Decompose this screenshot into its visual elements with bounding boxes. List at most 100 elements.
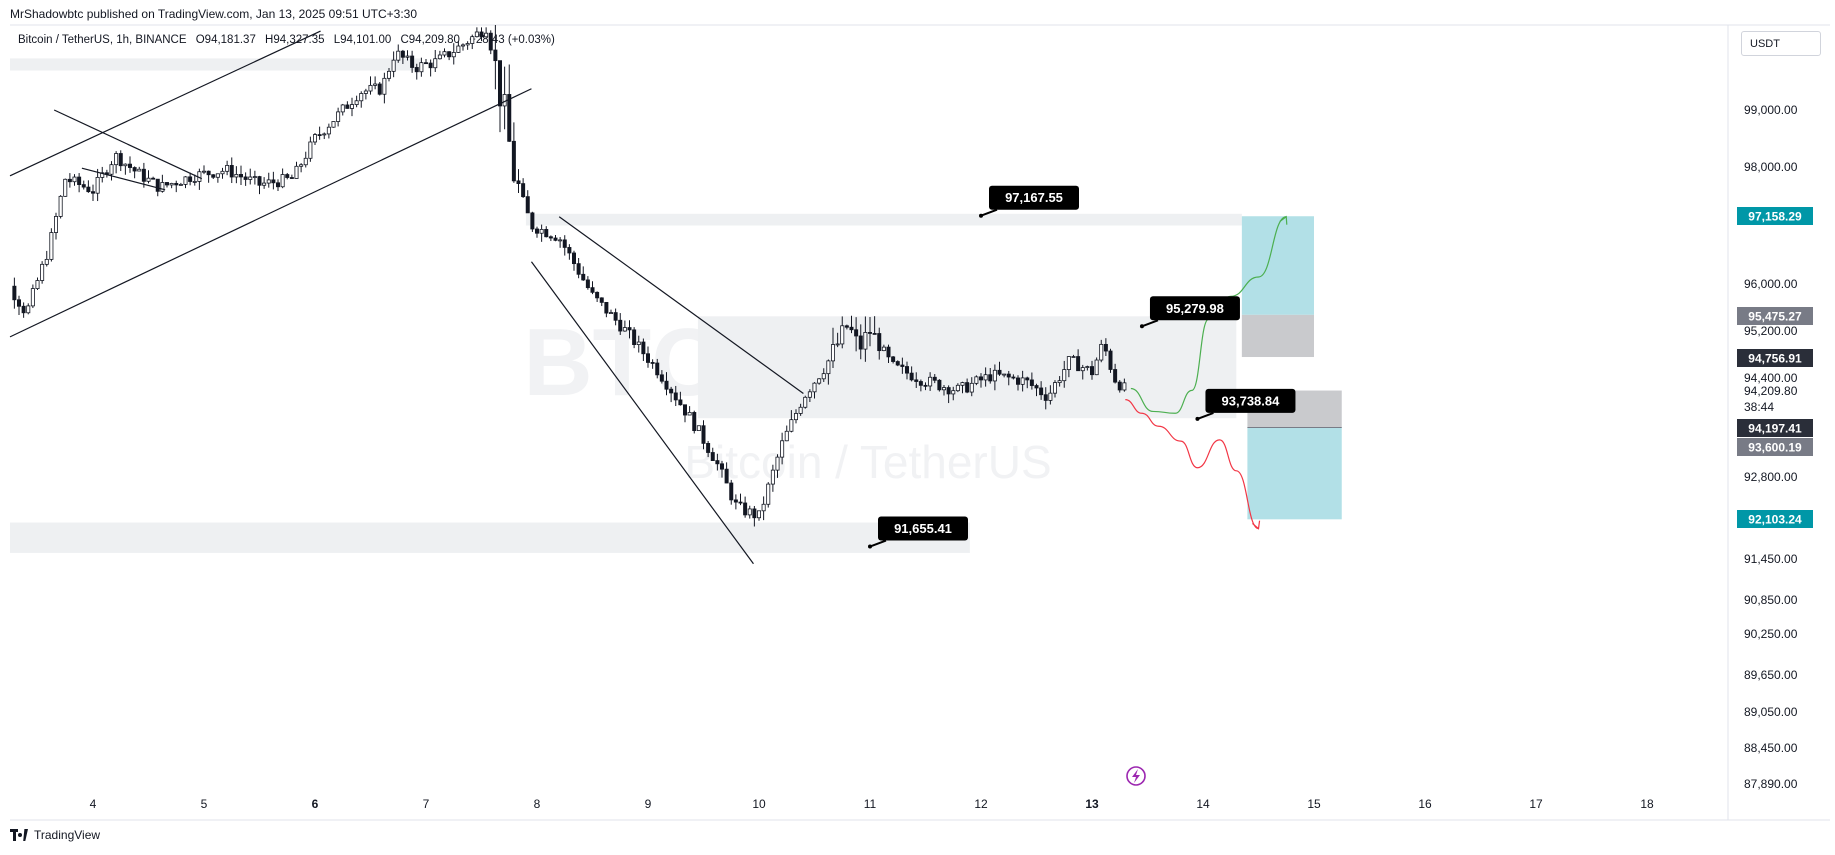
time-tick-label: 17	[1529, 797, 1543, 811]
time-tick-label: 5	[201, 797, 208, 811]
candle-body	[641, 341, 646, 355]
trendline-3[interactable]	[81, 167, 166, 191]
lightning-icon[interactable]	[1126, 766, 1146, 786]
candle-body	[137, 168, 142, 172]
candle-body	[831, 344, 836, 362]
candle-body	[91, 191, 96, 194]
candle-body	[340, 104, 345, 113]
candle-body	[368, 84, 373, 92]
candle-body	[183, 176, 188, 185]
callout-box[interactable]	[1205, 388, 1296, 413]
trendline-2[interactable]	[53, 109, 203, 180]
candle-body	[655, 362, 660, 376]
candle-body	[1011, 376, 1016, 379]
candle-body	[585, 279, 590, 289]
candle-body	[174, 182, 179, 186]
callout-box[interactable]	[989, 185, 1079, 210]
candle-body	[724, 468, 729, 484]
candle-body	[743, 502, 748, 516]
candle-body	[1103, 343, 1108, 352]
trendline-0[interactable]	[9, 30, 321, 177]
price-axis[interactable]: 99,000.00 98,000.00 96,000.00 95,200.00 94,4…	[1744, 103, 1798, 791]
candle-body	[151, 177, 156, 180]
candle-body	[40, 263, 45, 281]
price-tick-label: 89,650.00	[1744, 668, 1798, 682]
callout-anchor	[979, 213, 983, 218]
candle-body	[835, 343, 840, 346]
candle-body	[886, 346, 891, 358]
candle-body	[1080, 367, 1085, 372]
candle-body	[1025, 377, 1030, 381]
candle-body	[447, 51, 452, 58]
level-band-1	[525, 213, 1242, 226]
trendline-5[interactable]	[530, 261, 754, 565]
trendline-1[interactable]	[9, 88, 532, 338]
candle-body	[400, 50, 405, 58]
candle-body	[118, 153, 123, 167]
price-tick-label: 89,050.00	[1744, 705, 1798, 719]
candle-body	[1016, 377, 1021, 385]
candle-body	[794, 413, 799, 421]
candle-body	[63, 178, 68, 197]
candle-body	[789, 419, 794, 432]
candle-body	[604, 301, 609, 314]
tradingview-brand[interactable]: TradingView	[10, 828, 100, 842]
trendline-4[interactable]	[558, 216, 804, 394]
time-axis[interactable]: 4 5 6 7 8 9 10 11 12 13 14 15 16 17 18	[90, 797, 1654, 811]
candle-body	[243, 176, 248, 180]
candle-body	[275, 182, 280, 188]
price-tick-label: 91,450.00	[1744, 552, 1798, 566]
time-tick-label: 11	[864, 797, 877, 811]
candle-body	[553, 237, 558, 241]
candle-body	[312, 134, 317, 143]
candle-body	[548, 236, 553, 239]
candle-body	[86, 186, 91, 193]
candle-body	[599, 297, 604, 303]
candle-body	[215, 173, 220, 178]
price-scale-badge	[1737, 438, 1813, 456]
candle-body	[752, 508, 757, 519]
legend-symbol[interactable]: Bitcoin / TetherUS, 1h, BINANCE	[18, 34, 187, 46]
candle-body	[49, 232, 54, 260]
candle-body	[780, 440, 785, 458]
price-scale-badge-label: 94,756.91	[1748, 352, 1802, 366]
candle-body	[354, 100, 359, 105]
trendlines[interactable]	[9, 30, 804, 565]
candle-body	[1122, 382, 1127, 391]
candle-body	[1094, 359, 1099, 376]
candle-body	[35, 280, 40, 289]
price-callouts[interactable]: 97,167.55 95,279.98 93,738.84 91,655.41	[868, 185, 1296, 549]
candle-body	[349, 104, 354, 109]
callout-pointer	[1197, 411, 1214, 420]
time-tick-label: 7	[423, 797, 430, 811]
candle-body	[590, 287, 595, 293]
candle-body	[738, 501, 743, 504]
callout-anchor	[1139, 324, 1144, 329]
candle-body	[567, 247, 572, 254]
candle-body	[715, 460, 720, 465]
callout-box[interactable]	[878, 516, 968, 541]
candle-body	[299, 164, 304, 167]
price-scale-badge-label: 95,475.27	[1748, 310, 1802, 324]
short-target-zone	[1247, 427, 1342, 520]
callout-box[interactable]	[1149, 296, 1240, 321]
candle-body	[983, 374, 988, 381]
candle-body	[132, 167, 137, 172]
candle-body	[595, 291, 600, 299]
candle-body	[188, 176, 193, 182]
time-tick-label: 16	[1418, 797, 1432, 811]
callout-label: 93,738.84	[1222, 393, 1281, 408]
candle-body	[127, 163, 132, 168]
legend-high: H94,327.35	[265, 34, 325, 46]
price-tick-label: 96,000.00	[1744, 277, 1798, 291]
candle-body	[683, 404, 688, 416]
candle-body	[220, 170, 225, 175]
candle-body	[363, 90, 368, 94]
time-tick-label: 9	[645, 797, 652, 811]
candle-body	[974, 376, 979, 384]
candle-body	[650, 362, 655, 364]
candle-body	[659, 374, 664, 382]
currency-selector[interactable]: USDT	[1741, 31, 1821, 56]
candle-body	[997, 369, 1002, 375]
